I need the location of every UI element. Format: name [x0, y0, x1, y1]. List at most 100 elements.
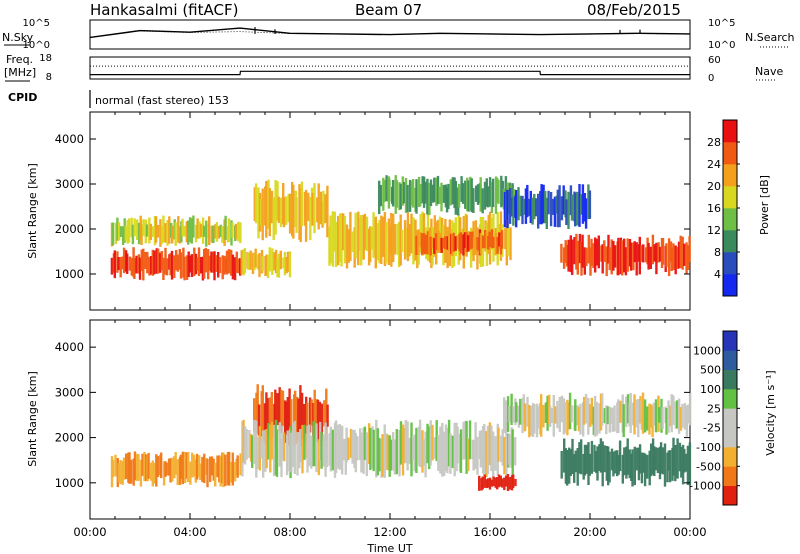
power-cell-8-33	[562, 185, 565, 215]
power-cell-2-23	[282, 257, 285, 269]
station-title: Hankasalmi (fitACF)	[90, 1, 238, 19]
power-cell-4-23	[369, 226, 372, 263]
power-cell-6-38	[445, 187, 449, 213]
power-cell-1-70	[234, 223, 238, 240]
vel-cell-0-58	[214, 462, 217, 487]
vel-cell-4-4	[568, 447, 571, 484]
vel-cell-0-18	[143, 451, 146, 482]
power-cell-5-44	[494, 233, 497, 254]
nave-label: Nave	[755, 65, 783, 78]
power-cell-7-50	[649, 246, 652, 269]
power-cell-2-10	[258, 253, 261, 278]
power-cell-3-11	[272, 197, 275, 240]
vel-cell-2-70	[365, 432, 368, 477]
power-cell-8-7	[515, 190, 518, 228]
power-cell-5-48	[501, 230, 504, 249]
power-cell-6-35	[440, 182, 443, 212]
beam-title: Beam 07	[355, 1, 422, 19]
power-cell-4-46	[410, 213, 413, 254]
vel-cell-2-20	[275, 429, 279, 477]
noise-panel-frame	[89, 19, 691, 50]
vel-cell-2-50	[329, 426, 332, 472]
vel-cell-2-72	[369, 428, 372, 470]
power-cell-7-15	[587, 234, 590, 264]
power-cell-7-40	[632, 242, 635, 271]
vel-cell-5-81	[648, 403, 651, 435]
power-cell-4-63	[440, 217, 444, 253]
power-cell-6-28	[428, 182, 431, 216]
vel-cell-0-64	[224, 454, 227, 487]
vel-cell-5-2	[506, 396, 510, 432]
vel-cell-2-112	[441, 422, 444, 477]
vel-cell-1-2	[256, 384, 259, 434]
vel-cell-2-110	[437, 435, 440, 471]
vel-cell-2-141	[492, 431, 495, 478]
power-cell-6-32	[435, 177, 438, 206]
power-cell-6-50	[467, 180, 470, 212]
vel-cell-1-9	[268, 397, 272, 440]
power-cell-3-14	[277, 196, 280, 223]
vel-cell-2-87	[395, 429, 398, 475]
power-cell-1-13	[133, 218, 136, 237]
power-cb-label-4: 20	[707, 180, 721, 193]
power-cb-seg-1	[723, 252, 737, 275]
power-cell-8-21	[540, 184, 543, 225]
power-cell-6-64	[491, 178, 495, 208]
vel-cell-5-89	[661, 407, 664, 429]
freq-lines	[90, 65, 690, 76]
vel-cell-1-14	[278, 387, 281, 432]
power-cell-6-17	[408, 179, 412, 212]
vel-cell-5-100	[681, 403, 684, 428]
power-cell-0-16	[138, 257, 142, 280]
x-tick-label-6: 00:00	[673, 525, 706, 539]
power-cell-7-0	[560, 243, 563, 263]
power-cell-1-72	[239, 222, 242, 244]
power-cell-1-1	[111, 222, 115, 246]
vel-cell-2-67	[360, 432, 363, 473]
vel-cell-5-3	[508, 406, 511, 423]
vel-cell-5-34	[563, 402, 566, 434]
power-cell-1-71	[237, 221, 240, 242]
power-cell-6-49	[466, 177, 469, 212]
vel-cell-2-118	[451, 435, 454, 469]
vel-cell-0-72	[239, 453, 242, 476]
power-cell-5-31	[471, 231, 474, 249]
vel-cell-0-24	[152, 462, 156, 484]
power-cell-7-64	[674, 245, 677, 275]
power-cell-4-9	[343, 216, 347, 264]
vel-cell-5-53	[598, 403, 601, 434]
power-cell-2-2	[243, 248, 247, 274]
vel-cb-seg-2	[723, 447, 737, 467]
vel-cell-1-32	[310, 399, 313, 426]
vel-cell-2-113	[443, 431, 446, 476]
power-cell-6-21	[415, 179, 418, 214]
vel-cell-1-31	[308, 397, 312, 433]
vel-cell-5-50	[592, 406, 595, 435]
power-cell-7-30	[613, 245, 617, 268]
vel-cell-1-34	[313, 389, 316, 443]
power-panel-frame	[89, 111, 691, 311]
vel-cell-2-106	[429, 420, 432, 466]
power-cell-1-23	[151, 226, 155, 237]
vel-cell-2-111	[439, 426, 442, 474]
vel-cell-0-32	[167, 458, 171, 476]
vel-cell-4-12	[582, 454, 585, 480]
vel-cell-0-61	[219, 456, 222, 487]
power-cell-6-62	[488, 177, 492, 207]
vel-cell-5-79	[643, 399, 647, 433]
power-cell-7-14	[585, 247, 588, 267]
vel-cell-4-66	[678, 442, 682, 472]
vel-cell-5-77	[640, 400, 643, 430]
power-cell-6-55	[476, 184, 480, 205]
power-cell-1-22	[149, 223, 152, 241]
vel-cell-3-9	[494, 477, 497, 488]
vel-cell-4-67	[680, 446, 683, 478]
vel-cell-2-39	[310, 435, 313, 469]
power-cell-5-11	[434, 233, 438, 251]
power-cell-5-12	[437, 230, 440, 253]
power-cell-1-64	[224, 215, 227, 240]
power-cell-0-26	[157, 248, 160, 274]
vel-cb-seg-4	[723, 408, 737, 428]
vel-cell-3-0	[478, 475, 481, 491]
power-cell-7-44	[638, 236, 641, 275]
